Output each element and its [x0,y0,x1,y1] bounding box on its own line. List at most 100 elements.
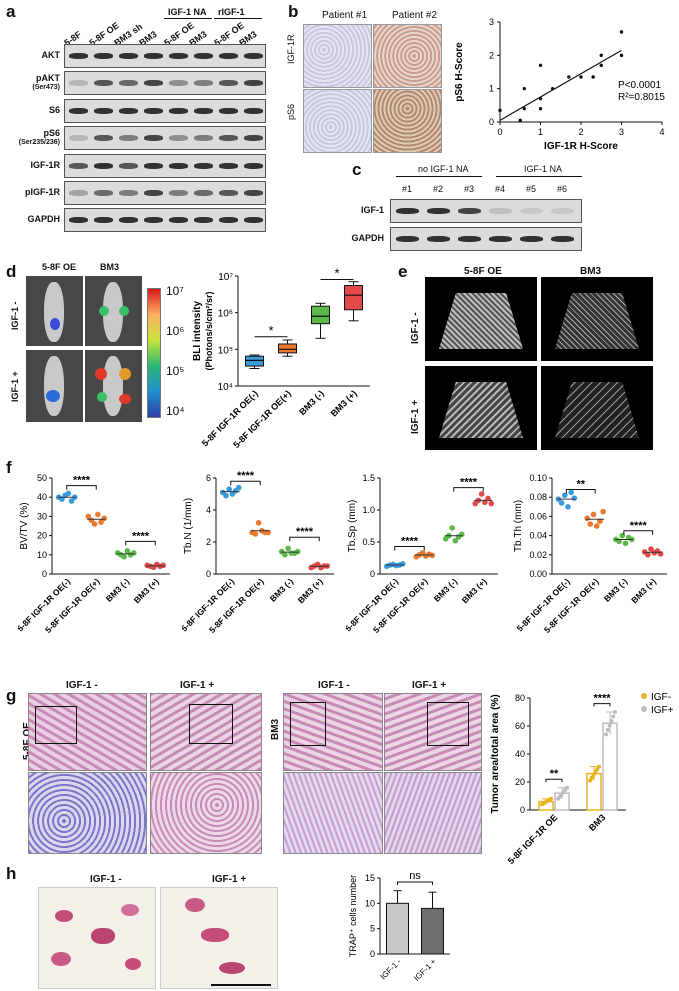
scatter-point [522,86,526,91]
data-point [399,560,406,567]
bli-row-igf-plus: IGF-1 + [10,371,20,402]
blot-band [144,135,163,141]
y-tick-label: 2 [206,537,211,547]
data-point [121,553,127,560]
group-label-rigf1: rIGF-1 [218,7,245,17]
sig-bracket [394,545,425,551]
blot-band [427,236,450,242]
blot-band [194,135,213,141]
blot-row [64,44,266,68]
x-tick-label: 5-8F IGF-1R OE(-) [515,576,572,633]
lane-label: #5 [526,184,537,194]
he-5-8f-plus-high [150,772,262,854]
blot-row-sublabel: (Ser473) [32,84,60,91]
microct-4 [541,366,653,450]
blot-band [219,163,238,169]
data-point [124,548,131,554]
scatter-point [550,86,555,91]
data-point [600,508,606,515]
data-point [95,511,101,518]
data-point [593,523,600,529]
y-tick-label: 1.0 [362,505,375,515]
bli-col-5-8f-oe: 5-8F OE [42,262,77,272]
scatter-point [619,30,624,34]
sig-bracket [66,485,97,490]
blot-band [169,135,188,141]
x-tick-label: 5-8F IGF-1R OE(+) [542,576,601,635]
y-tick-label: 5 [370,924,375,934]
blot-row [64,71,266,95]
blot-band [244,53,263,59]
sig-label: ** [550,768,559,780]
blot-band [119,108,138,114]
blot-band [69,135,88,141]
y-tick-label: 10⁶ [218,309,233,320]
data-point [645,552,651,558]
blot-band [396,236,419,242]
microct-2 [541,277,653,361]
ct-col-5-8f-oe: 5-8F OE [464,266,502,277]
sig-label: **** [460,477,478,489]
blot-row-label: pAKT [36,73,60,83]
blot-band [219,80,238,86]
blot-row-sublabel: (Ser235/236) [18,139,60,146]
blot-row [64,99,266,123]
x-tick-label: BM3 (-) [297,388,326,417]
x-axis-label: IGF-1R H-Score [544,141,618,152]
bar [602,722,618,811]
scatter-point [591,75,595,79]
x-tick-label: BM3 (-) [268,576,296,604]
blot-band [169,190,188,196]
y-tick-label: 0 [370,569,375,579]
blot-band [94,80,113,86]
blot-band [119,217,138,223]
blot-band [169,163,188,169]
x-tick-label: IGF-1 - [379,957,404,982]
blot-row-label: IGF-1R [30,160,60,170]
data-point [226,486,232,492]
y-tick-label: 60 [515,721,525,731]
data-point [98,519,104,525]
blot-row-label: pIGF-1R [25,187,60,197]
chart-d-boxplot: 10⁴ 10⁵ 10⁶ 10⁷ 5-8F IGF-1R OE(-)5-8F IGF-1R… [192,266,370,450]
blot-band [94,108,113,114]
y-axis-label: Tumor area/total area (%) [490,694,501,813]
ihc-row-igf1r-label: IGF-1R [286,34,296,64]
x-tick-label: IGF-1 + [412,957,438,983]
chart-f-tbsp: 00.51.01.55-8F IGF-1R OE(-)5-8F IGF-1R O… [346,473,498,635]
data-point [597,518,603,524]
sig-bracket [125,540,156,546]
x-tick-label: 5-8F IGF-1R OE(-) [200,388,260,448]
y-tick-label: 40 [515,749,525,759]
sig-bracket [230,480,261,486]
data-point [91,521,98,527]
scatter-point [599,53,603,58]
bli-scale-1e5: 10⁵ [166,364,185,378]
blot-band [94,135,113,141]
blot-row [390,227,582,251]
data-point [68,498,75,504]
data-point [597,764,601,769]
sig-label: **** [237,470,255,482]
data-point [613,710,617,714]
data-point [223,492,229,499]
he-bm3-minus-high [283,772,383,854]
blot-band [194,80,213,86]
group-label-igf1-na: IGF-1 NA [168,7,207,17]
data-point [285,545,291,552]
bli-mouse-4 [85,350,142,422]
x-tick-label: BM3 (-) [104,576,132,604]
he-5-8f-minus-low [28,693,147,771]
patient1-label: Patient #1 [322,10,368,21]
blot-band [69,163,88,169]
x-tick-label: 5-8F IGF-1R OE(+) [231,388,293,450]
x-tick-label: BM3 (-) [432,576,460,604]
blot-band [69,53,88,59]
blot-band [244,190,263,196]
sig-label: **** [593,693,611,705]
sig-bracket [289,536,320,542]
blot-band [520,236,543,242]
sig-label: ** [576,479,585,491]
